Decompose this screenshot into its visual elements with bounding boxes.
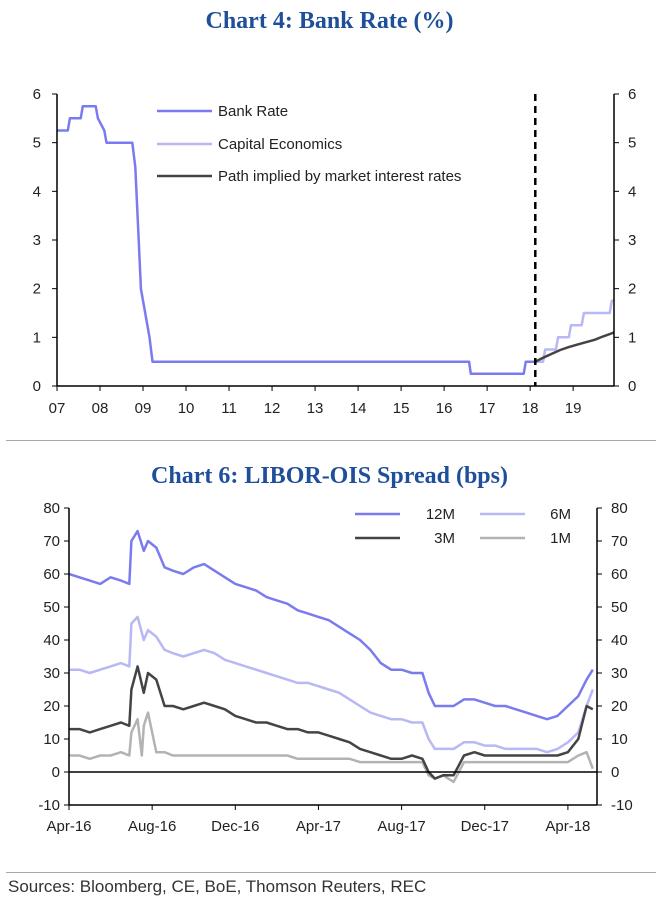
y-tick-label-right: 30 xyxy=(611,665,628,682)
y-tick-label-left: 40 xyxy=(43,632,60,649)
x-tick-label: Aug-16 xyxy=(128,818,176,835)
x-tick-label: Dec-16 xyxy=(211,818,259,835)
y-tick-label-right: -10 xyxy=(611,797,633,814)
y-tick-label-left: 10 xyxy=(43,731,60,748)
series-line-1m xyxy=(69,711,594,784)
y-tick-label-right: 4 xyxy=(628,183,636,200)
y-tick-label-right: 2 xyxy=(628,281,636,298)
series-line-bank-rate xyxy=(57,104,536,376)
legend-label-1m: 1M xyxy=(550,530,571,547)
legend-label-bank-rate: Bank Rate xyxy=(218,103,288,120)
y-tick-label-right: 70 xyxy=(611,533,628,550)
x-tick-label: 18 xyxy=(522,400,539,417)
legend-label-12m: 12M xyxy=(426,506,455,523)
y-tick-label-left: 20 xyxy=(43,698,60,715)
x-tick-label: 19 xyxy=(565,400,582,417)
x-tick-label: 16 xyxy=(436,400,453,417)
chart4-plot: Bank Rate Capital Economics Path implied b… xyxy=(33,86,637,417)
x-tick-label: 12 xyxy=(264,400,281,417)
y-tick-label-left: 60 xyxy=(43,566,60,583)
y-tick-label-right: 1 xyxy=(628,329,636,346)
source-note: Sources: Bloomberg, CE, BoE, Thomson Reu… xyxy=(8,877,427,896)
x-tick-label: Apr-18 xyxy=(545,818,590,835)
y-tick-label-right: 0 xyxy=(611,764,619,781)
legend-label-path-implied-by-market-interest-rates: Path implied by market interest rates xyxy=(218,168,461,185)
y-tick-label-right: 0 xyxy=(628,378,636,395)
y-tick-label-right: 20 xyxy=(611,698,628,715)
y-tick-label-right: 80 xyxy=(611,500,628,517)
x-tick-label: 14 xyxy=(350,400,367,417)
y-tick-label-left: 4 xyxy=(33,183,41,200)
x-tick-label: 09 xyxy=(135,400,152,417)
chart4-title: Chart 4: Bank Rate (%) xyxy=(205,8,454,34)
y-tick-label-right: 3 xyxy=(628,232,636,249)
y-tick-label-left: 80 xyxy=(43,500,60,517)
series-line-12m xyxy=(68,529,594,721)
y-tick-label-left: 50 xyxy=(43,599,60,616)
x-tick-label: 07 xyxy=(49,400,66,417)
series-line-capital-economics xyxy=(535,299,614,363)
y-tick-label-left: 6 xyxy=(33,86,41,103)
y-tick-label-right: 6 xyxy=(628,86,636,103)
series-line-6m xyxy=(69,615,594,754)
x-tick-label: Apr-17 xyxy=(296,818,341,835)
y-tick-label-left: 30 xyxy=(43,665,60,682)
y-tick-label-right: 5 xyxy=(628,135,636,152)
y-tick-label-right: 50 xyxy=(611,599,628,616)
y-tick-label-left: 1 xyxy=(33,329,41,346)
x-tick-label: Apr-16 xyxy=(46,818,91,835)
x-tick-label: 15 xyxy=(393,400,410,417)
x-tick-label: 08 xyxy=(92,400,109,417)
chart6-title: Chart 6: LIBOR-OIS Spread (bps) xyxy=(151,463,508,489)
y-tick-label-left: 2 xyxy=(33,281,41,298)
y-tick-label-left: 5 xyxy=(33,135,41,152)
legend-label-6m: 6M xyxy=(550,506,571,523)
y-tick-label-left: 0 xyxy=(52,764,60,781)
legend-label-capital-economics: Capital Economics xyxy=(218,136,342,153)
x-tick-label: 11 xyxy=(221,400,237,417)
y-tick-label-left: 0 xyxy=(33,378,41,395)
x-tick-label: Dec-17 xyxy=(461,818,509,835)
y-tick-label-right: 40 xyxy=(611,632,628,649)
y-tick-label-right: 10 xyxy=(611,731,628,748)
x-tick-label: Aug-17 xyxy=(377,818,425,835)
x-tick-label: 10 xyxy=(178,400,195,417)
x-tick-label: 13 xyxy=(307,400,324,417)
legend-label-3m: 3M xyxy=(434,530,455,547)
series-line-3m xyxy=(69,665,594,780)
x-tick-label: 17 xyxy=(479,400,496,417)
y-tick-label-right: 60 xyxy=(611,566,628,583)
source-divider xyxy=(6,872,656,873)
chart-divider xyxy=(6,440,656,441)
y-tick-label-left: -10 xyxy=(38,797,60,814)
series-line-path-implied-by-market-interest-rates xyxy=(534,331,615,363)
chart6-plot: 12M 6M 3M 1M -10 -10 0 0 10 10 20 20 30 30 40 40 50 50 60… xyxy=(38,500,633,835)
y-tick-label-left: 70 xyxy=(43,533,60,550)
y-tick-label-left: 3 xyxy=(33,232,41,249)
